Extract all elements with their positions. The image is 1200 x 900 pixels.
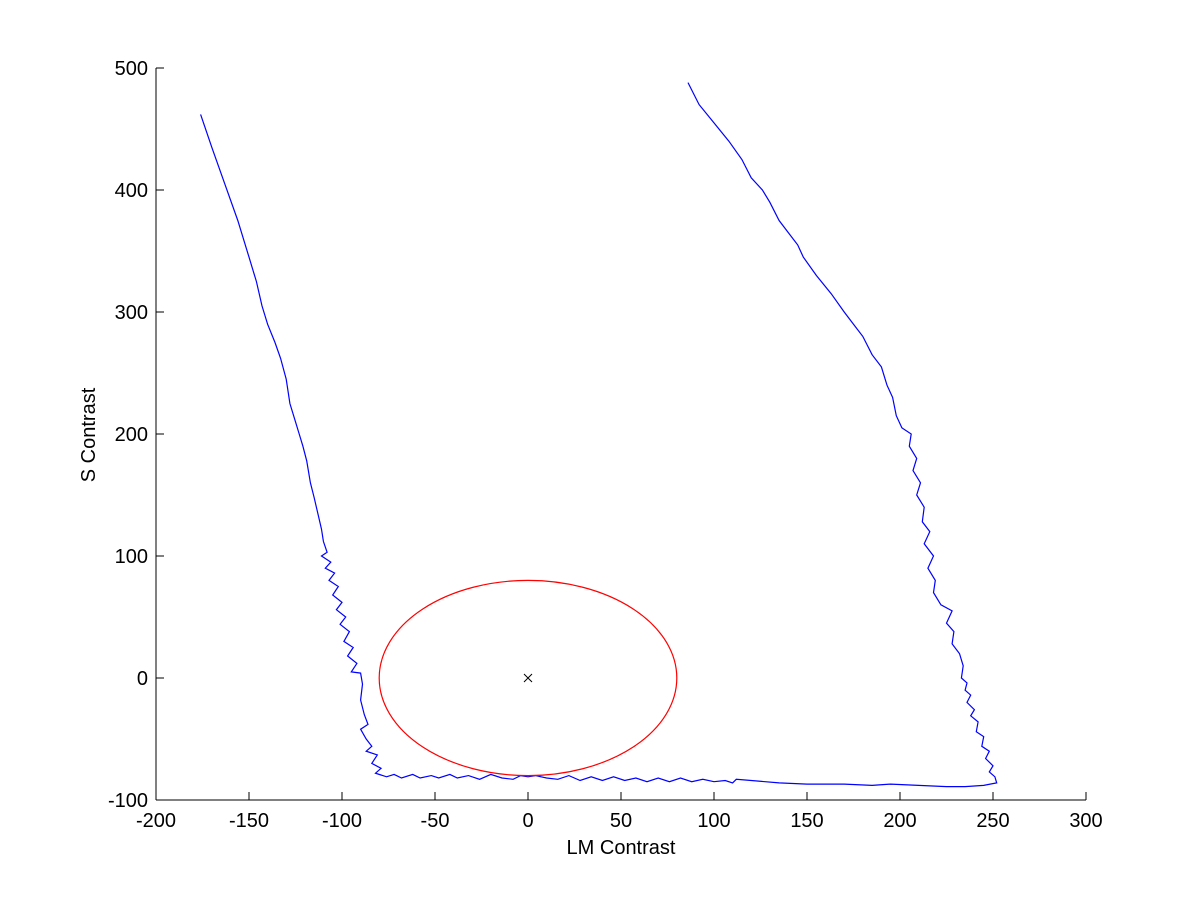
x-tick-label-1: -150 xyxy=(229,810,269,832)
x-axis-label: LM Contrast xyxy=(567,837,676,859)
y-axis-label: S Contrast xyxy=(78,387,100,482)
series-line-0 xyxy=(200,82,998,788)
y-tick-label-0: -100 xyxy=(108,790,148,812)
marker-point-0 xyxy=(523,673,533,683)
x-tick-label-6: 100 xyxy=(697,810,730,832)
y-tick-label-4: 300 xyxy=(115,302,148,324)
y-tick-label-3: 200 xyxy=(115,424,148,446)
x-tick-label-10: 300 xyxy=(1069,810,1102,832)
series-ellipse-1 xyxy=(378,579,678,777)
x-tick-label-9: 250 xyxy=(976,810,1009,832)
plot-area xyxy=(200,82,998,788)
y-tick-label-2: 100 xyxy=(115,546,148,568)
x-tick-label-5: 50 xyxy=(610,810,632,832)
y-tick-label-5: 400 xyxy=(115,180,148,202)
x-tick-label-4: 0 xyxy=(522,810,533,832)
y-tick-label-6: 500 xyxy=(115,58,148,80)
x-tick-label-0: -200 xyxy=(136,810,176,832)
y-tick-label-1: 0 xyxy=(137,668,148,690)
x-tick-label-7: 150 xyxy=(790,810,823,832)
x-tick-label-8: 200 xyxy=(883,810,916,832)
x-tick-label-2: -100 xyxy=(322,810,362,832)
x-tick-label-3: -50 xyxy=(421,810,450,832)
axes: -200 -150 -100 -50 0 50 100 150 200 250 300 -100 0 10… xyxy=(108,58,1103,832)
